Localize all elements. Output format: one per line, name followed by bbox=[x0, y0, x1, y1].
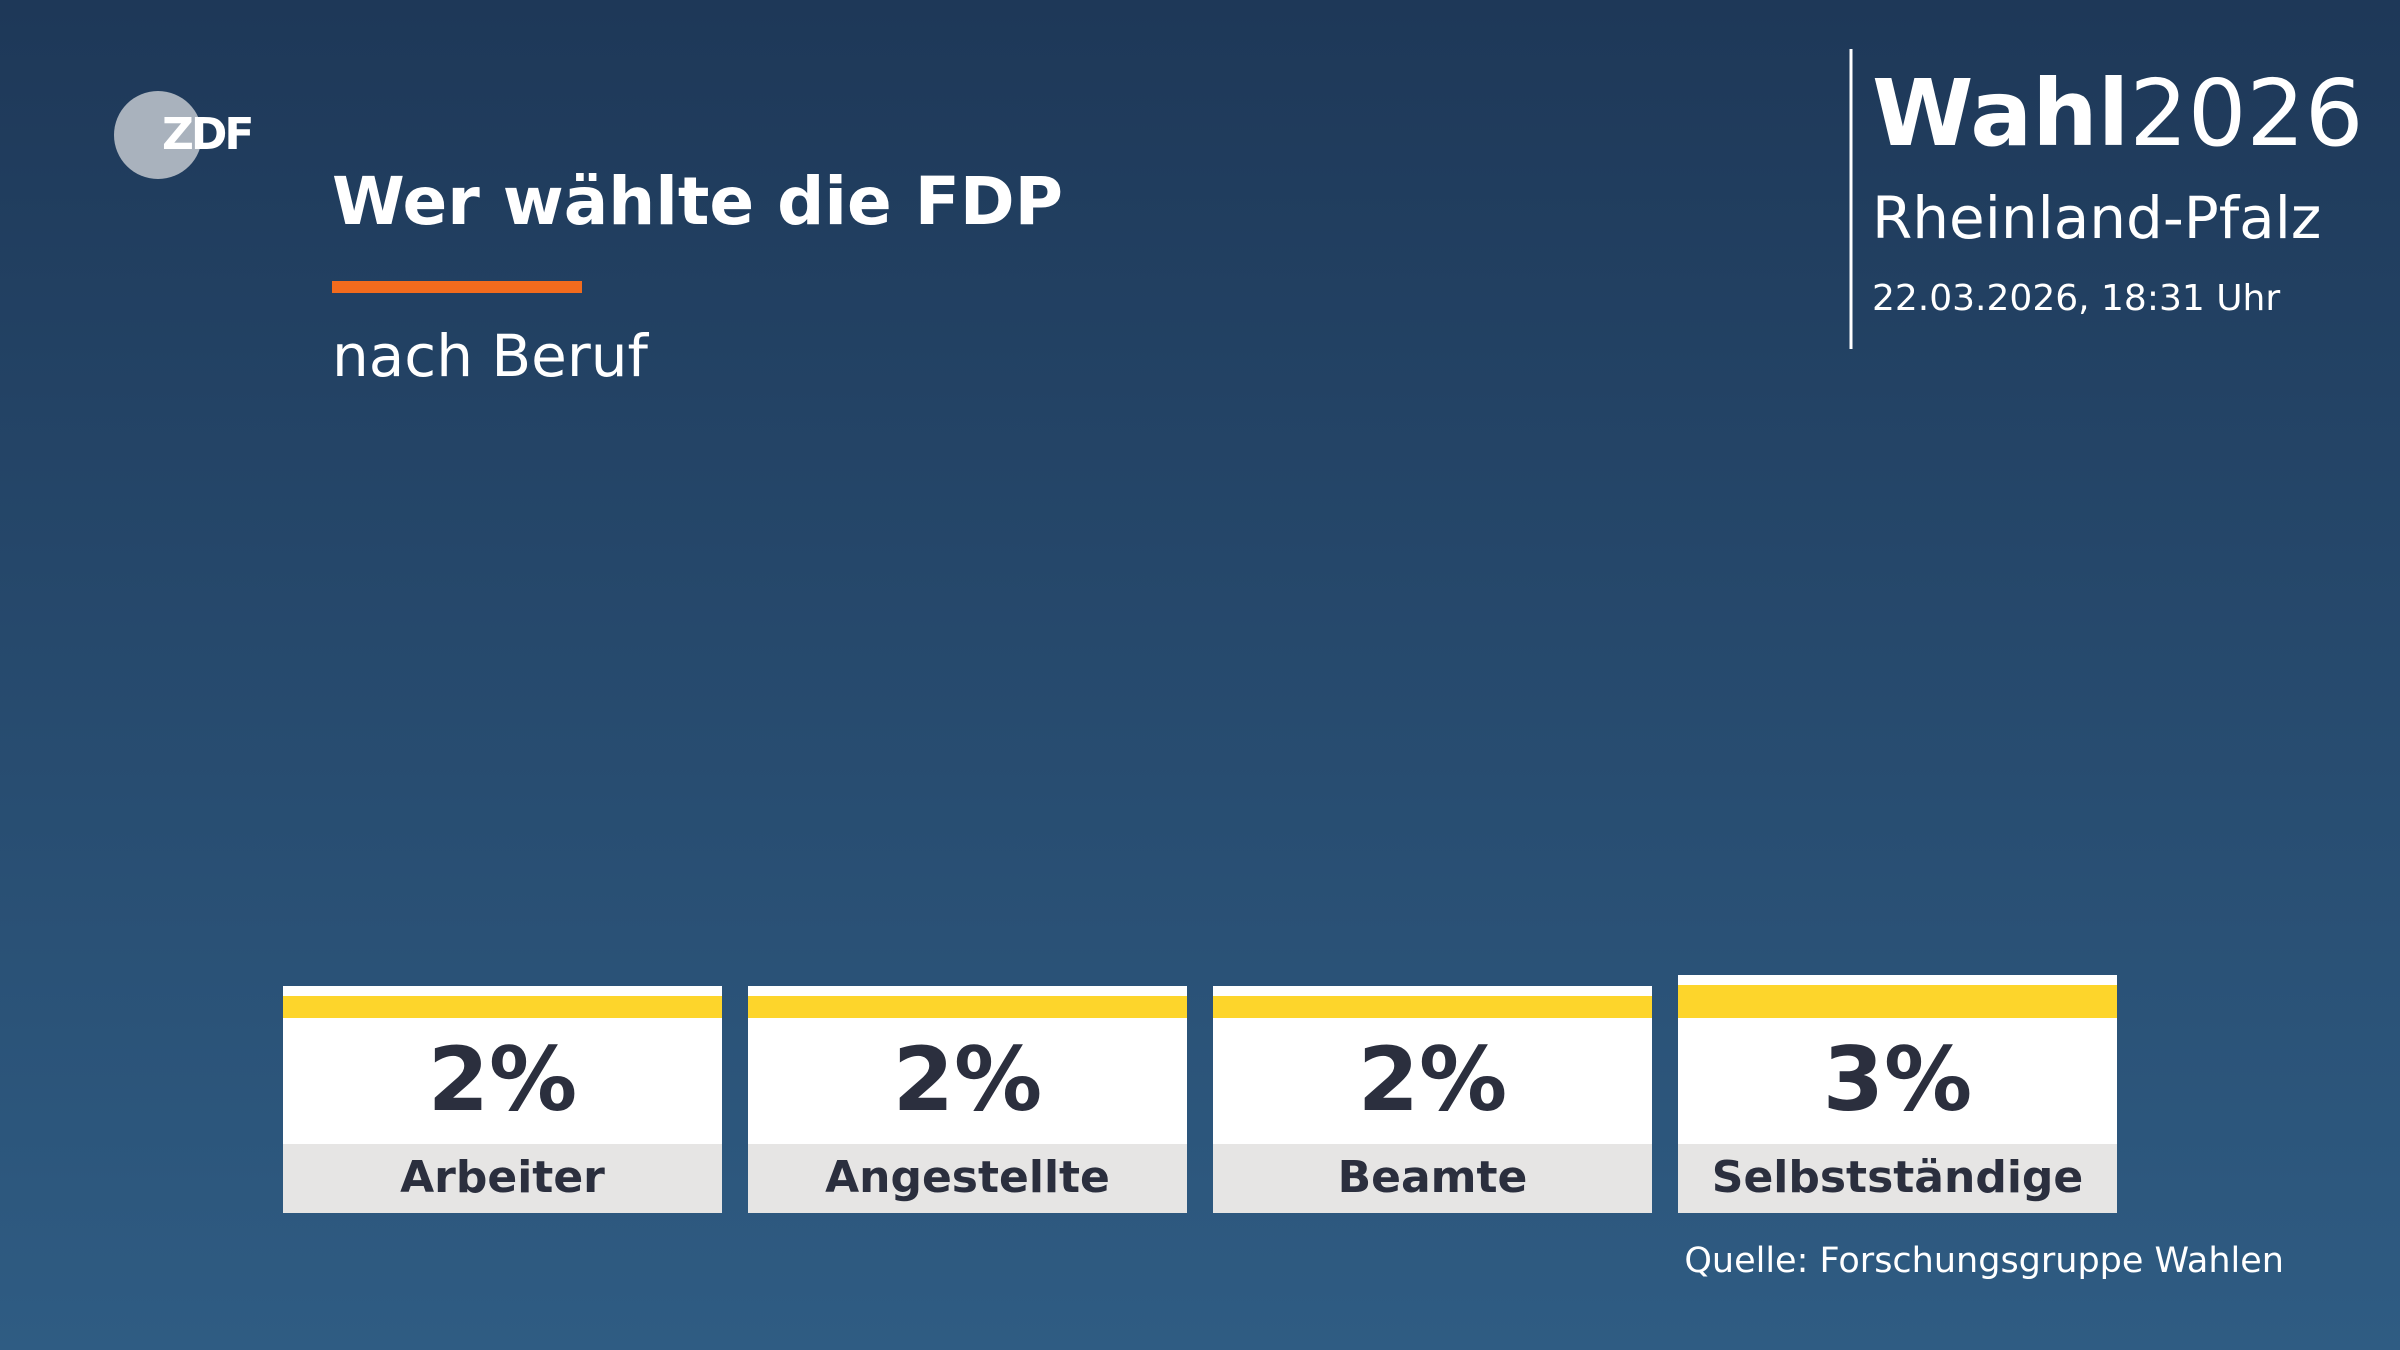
category-label: Selbstständige bbox=[1712, 1152, 2084, 1203]
bar-cap bbox=[1213, 986, 1652, 996]
bar bbox=[1678, 985, 2117, 1018]
value-label: 3% bbox=[1823, 1028, 1972, 1131]
bar-cap bbox=[1678, 975, 2117, 985]
header-brand: Wahl2026 bbox=[1872, 60, 2363, 167]
value-label: 2% bbox=[893, 1028, 1042, 1131]
category-label: Beamte bbox=[1338, 1152, 1528, 1203]
label-box bbox=[283, 1144, 722, 1213]
value-box bbox=[1678, 1018, 2117, 1144]
source: Quelle: Forschungsgruppe Wahlen bbox=[1684, 1241, 2284, 1281]
title-underline bbox=[332, 281, 582, 293]
label-box bbox=[1678, 1144, 2117, 1213]
logo: ZDF bbox=[162, 109, 251, 160]
value-box bbox=[1213, 1018, 1652, 1144]
logo-circle bbox=[114, 91, 202, 179]
value-label: 2% bbox=[1358, 1028, 1507, 1131]
region: Rheinland-Pfalz bbox=[1872, 184, 2321, 252]
label-box bbox=[1213, 1144, 1652, 1213]
bar bbox=[283, 996, 722, 1018]
bar bbox=[748, 996, 1187, 1018]
value-box bbox=[748, 1018, 1187, 1144]
bar-cap bbox=[748, 986, 1187, 996]
bar-cap bbox=[283, 986, 722, 996]
brand: Wahl bbox=[1872, 60, 2129, 167]
value-box bbox=[283, 1018, 722, 1144]
value-label: 2% bbox=[428, 1028, 577, 1131]
category-label: Angestellte bbox=[825, 1152, 1110, 1203]
label-box bbox=[748, 1144, 1187, 1213]
timestamp: 22.03.2026, 18:31 Uhr bbox=[1872, 278, 2280, 319]
year: 2026 bbox=[2129, 60, 2363, 167]
subtitle: nach Beruf bbox=[332, 322, 649, 390]
category-label: Arbeiter bbox=[400, 1152, 605, 1203]
chart-title: Wer wählte die FDP bbox=[332, 163, 1063, 240]
bar bbox=[1213, 996, 1652, 1018]
